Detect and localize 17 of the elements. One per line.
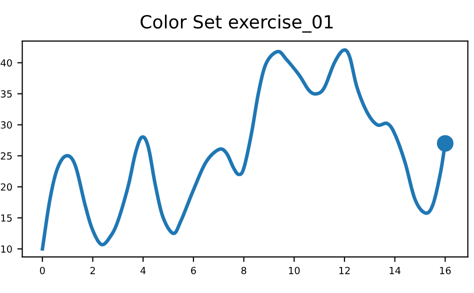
y-tick-label: 30 bbox=[0, 121, 12, 129]
y-tick-label: 15 bbox=[1, 214, 12, 222]
x-tick-label: 12 bbox=[339, 266, 350, 274]
chart-title: Color Set exercise_01 bbox=[140, 14, 333, 33]
x-tick-label: 2 bbox=[90, 266, 95, 274]
x-tick-label: 14 bbox=[390, 266, 400, 274]
x-tick-label: 16 bbox=[440, 266, 451, 274]
y-tick-label: 20 bbox=[0, 183, 12, 191]
x-tick-label: 0 bbox=[40, 266, 45, 274]
y-tick-label: 25 bbox=[0, 152, 12, 160]
x-tick-label: 10 bbox=[289, 266, 300, 274]
y-tick-label: 40 bbox=[0, 59, 12, 67]
y-tick-label: 10 bbox=[1, 245, 12, 253]
x-tick-label: 8 bbox=[241, 266, 246, 274]
x-tick-label: 4 bbox=[140, 266, 146, 274]
x-tick-label: 6 bbox=[191, 266, 196, 274]
y-tick-label: 35 bbox=[0, 90, 12, 98]
